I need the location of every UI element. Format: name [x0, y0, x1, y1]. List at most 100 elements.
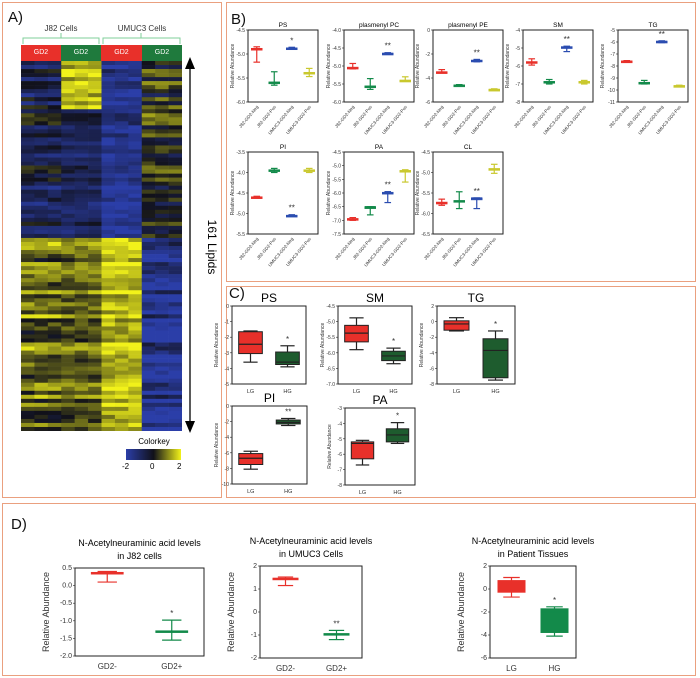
heatmap-cell — [88, 254, 102, 259]
heatmap-cell — [34, 213, 49, 219]
heatmap-cell — [168, 290, 182, 295]
heatmap-cell — [21, 262, 35, 267]
heatmap-cell — [168, 378, 182, 384]
heatmap-cell — [101, 97, 116, 102]
heatmap-cell — [61, 410, 75, 416]
heatmap-cell — [34, 73, 49, 78]
heatmap-cell — [74, 197, 89, 203]
y-axis-label: Relative Abundance — [419, 323, 425, 368]
heatmap-cell — [21, 137, 35, 142]
heatmap-cell — [141, 69, 156, 74]
heatmap-cell — [47, 322, 62, 327]
heatmap-cell — [61, 398, 75, 404]
heatmap-cell — [168, 398, 182, 404]
heatmap-cell — [47, 374, 62, 380]
heatmap-cell — [155, 334, 169, 339]
y-tick-label: -11 — [608, 100, 615, 106]
heatmap-cell — [21, 229, 35, 235]
heatmap-cell — [128, 410, 143, 416]
plot-frame — [343, 29, 415, 103]
y-tick-label: -10 — [608, 88, 615, 94]
heatmap-cell — [47, 314, 62, 319]
y-tick-label: -8 — [338, 483, 343, 489]
heatmap-cell — [168, 306, 182, 311]
heatmap-cell — [114, 426, 129, 431]
heatmap-cell — [114, 157, 129, 162]
heatmap-cell — [128, 241, 143, 247]
heatmap-cell — [168, 237, 182, 243]
heatmap-cell — [128, 189, 143, 195]
heatmap-cell — [47, 125, 62, 130]
chart-title: PA — [375, 144, 384, 151]
heatmap-cell — [74, 362, 89, 367]
heatmap-cell — [155, 217, 169, 223]
y-tick-label: -6.0 — [421, 212, 430, 218]
heatmap-cell — [21, 241, 35, 247]
heatmap-cell — [47, 213, 62, 219]
heatmap-cell — [114, 65, 129, 70]
heatmap-cell — [61, 350, 75, 355]
heatmap-cell — [61, 69, 75, 74]
heatmap-cell — [128, 225, 143, 231]
heatmap-cell — [21, 322, 35, 327]
heatmap-cell — [34, 358, 49, 363]
heatmap-cell — [88, 358, 102, 363]
heatmap-cell — [101, 73, 116, 78]
heatmap-cell — [47, 310, 62, 315]
heatmap-cell — [141, 65, 156, 70]
heatmap-cell — [168, 310, 182, 315]
heatmap-cell — [114, 306, 129, 311]
heatmap-cell — [114, 81, 129, 86]
heatmap-cell — [21, 157, 35, 162]
heatmap-cell — [168, 326, 182, 331]
y-axis-label: Relative Abundance — [214, 423, 220, 468]
heatmap-cell — [34, 161, 49, 166]
heatmap-cell — [128, 205, 143, 211]
heatmap-cell — [74, 330, 89, 335]
heatmap-cell — [74, 382, 89, 388]
heatmap-cell — [74, 81, 89, 86]
heatmap-cell — [47, 109, 62, 114]
heatmap-cell — [47, 173, 62, 178]
heatmap-cell — [21, 330, 35, 335]
heatmap-cell — [34, 394, 49, 400]
heatmap-cell — [74, 105, 89, 110]
heatmap-cell — [21, 382, 35, 388]
y-tick-label: -5.0 — [326, 320, 335, 326]
heatmap-cell — [61, 370, 75, 375]
heatmap-cell — [74, 302, 89, 307]
heatmap-cell — [168, 121, 182, 126]
y-axis-label: Relative Abundance — [326, 171, 332, 216]
significance-mark: ** — [285, 407, 291, 416]
heatmap-cell — [34, 205, 49, 211]
heatmap-cell — [47, 133, 62, 138]
heatmap-cell — [168, 205, 182, 211]
heatmap-cell — [141, 161, 156, 166]
heatmap-cell — [74, 262, 89, 267]
heatmap-cell — [47, 65, 62, 70]
heatmap-cell — [88, 390, 102, 396]
chart-c-sm: SM -4.5 -5.0 -5.5 -6.0 -6.5 -7.0 Relative Abund… — [320, 291, 413, 395]
heatmap-cell — [101, 77, 116, 82]
heatmap-cell — [168, 298, 182, 303]
heatmap-cell — [47, 181, 62, 186]
heatmap-cell — [128, 93, 143, 98]
y-tick-label: 2 — [483, 563, 487, 570]
heatmap-cell — [74, 418, 89, 424]
heatmap-cell — [74, 290, 89, 295]
heatmap-cell — [114, 266, 129, 271]
heatmap-cell — [34, 390, 49, 396]
heatmap-cell — [141, 338, 156, 343]
heatmap-cell — [101, 370, 116, 375]
heatmap-cell — [168, 177, 182, 182]
heatmap-cell — [141, 169, 156, 174]
heatmap-cell — [114, 314, 129, 319]
y-tick-label: 0 — [427, 28, 430, 34]
heatmap-cell — [141, 73, 156, 78]
heatmap-cell — [88, 97, 102, 102]
heatmap-cell — [114, 237, 129, 243]
plot-frame — [231, 305, 307, 385]
heatmap-cell — [88, 246, 102, 251]
heatmap-cell — [88, 330, 102, 335]
heatmap-cell — [74, 370, 89, 375]
